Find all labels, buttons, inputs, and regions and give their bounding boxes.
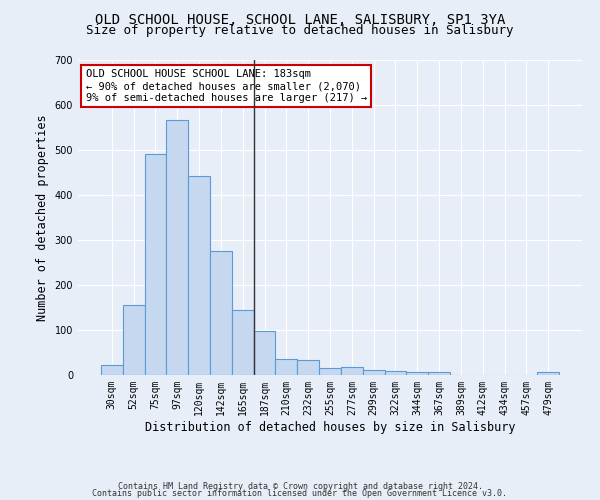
Bar — [232, 310, 254, 375]
Bar — [145, 154, 166, 375]
Y-axis label: Number of detached properties: Number of detached properties — [36, 114, 49, 321]
Bar — [101, 364, 123, 375]
Bar — [385, 370, 406, 375]
Bar — [210, 251, 232, 375]
Bar — [319, 368, 341, 375]
Bar — [341, 367, 363, 375]
Bar — [254, 331, 275, 375]
Bar — [406, 372, 428, 375]
Bar — [428, 372, 450, 375]
Bar — [297, 360, 319, 375]
Bar — [188, 176, 210, 375]
Bar — [363, 370, 385, 375]
Bar — [123, 305, 145, 375]
Bar — [537, 372, 559, 375]
Text: OLD SCHOOL HOUSE, SCHOOL LANE, SALISBURY, SP1 3YA: OLD SCHOOL HOUSE, SCHOOL LANE, SALISBURY… — [95, 12, 505, 26]
Bar — [166, 120, 188, 375]
X-axis label: Distribution of detached houses by size in Salisbury: Distribution of detached houses by size … — [145, 420, 515, 434]
Text: Size of property relative to detached houses in Salisbury: Size of property relative to detached ho… — [86, 24, 514, 37]
Text: Contains HM Land Registry data © Crown copyright and database right 2024.: Contains HM Land Registry data © Crown c… — [118, 482, 482, 491]
Text: Contains public sector information licensed under the Open Government Licence v3: Contains public sector information licen… — [92, 489, 508, 498]
Text: OLD SCHOOL HOUSE SCHOOL LANE: 183sqm
← 90% of detached houses are smaller (2,070: OLD SCHOOL HOUSE SCHOOL LANE: 183sqm ← 9… — [86, 70, 367, 102]
Bar — [275, 359, 297, 375]
